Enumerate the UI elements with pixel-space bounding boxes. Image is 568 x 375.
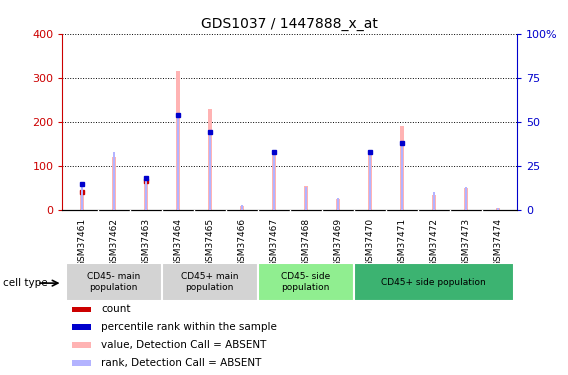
Bar	[144, 182, 148, 210]
Text: value, Detection Call = ABSENT: value, Detection Call = ABSENT	[101, 340, 266, 350]
Bar	[497, 208, 499, 210]
Bar	[208, 109, 212, 210]
Text: GSM37466: GSM37466	[237, 218, 246, 267]
Bar	[304, 187, 307, 210]
FancyBboxPatch shape	[162, 263, 258, 301]
Bar	[367, 150, 371, 210]
Bar	[273, 152, 275, 210]
Text: GSM37464: GSM37464	[173, 218, 182, 267]
Bar	[465, 187, 467, 210]
Text: cell type: cell type	[3, 278, 48, 288]
Bar	[176, 71, 179, 210]
Bar	[336, 199, 340, 210]
Text: GSM37465: GSM37465	[205, 218, 214, 267]
Bar	[208, 132, 211, 210]
Text: GSM37474: GSM37474	[493, 218, 502, 267]
Bar	[432, 195, 436, 210]
Text: GSM37473: GSM37473	[461, 218, 470, 267]
Title: GDS1037 / 1447888_x_at: GDS1037 / 1447888_x_at	[201, 17, 378, 32]
Bar	[112, 152, 115, 210]
Bar	[112, 157, 116, 210]
Text: GSM37461: GSM37461	[77, 218, 86, 267]
Bar	[72, 342, 91, 348]
Bar	[304, 186, 308, 210]
Text: CD45- side
population: CD45- side population	[281, 273, 331, 292]
Text: GSM37467: GSM37467	[269, 218, 278, 267]
Bar	[72, 324, 91, 330]
Bar	[337, 198, 339, 210]
Text: GSM37462: GSM37462	[109, 218, 118, 267]
Text: CD45+ main
population: CD45+ main population	[181, 273, 239, 292]
FancyBboxPatch shape	[354, 263, 513, 301]
Text: percentile rank within the sample: percentile rank within the sample	[101, 322, 277, 332]
Text: CD45- main
population: CD45- main population	[87, 273, 140, 292]
FancyBboxPatch shape	[258, 263, 354, 301]
Text: CD45+ side population: CD45+ side population	[381, 278, 486, 286]
Bar	[80, 190, 83, 210]
Text: GSM37470: GSM37470	[365, 218, 374, 267]
Bar	[369, 152, 371, 210]
Bar	[72, 307, 91, 312]
Bar	[72, 360, 91, 366]
Bar	[241, 205, 243, 210]
Text: count: count	[101, 304, 131, 315]
Bar	[177, 115, 179, 210]
Bar	[400, 143, 403, 210]
Bar	[145, 178, 147, 210]
Text: GSM37469: GSM37469	[333, 218, 342, 267]
Bar	[81, 184, 82, 210]
Text: rank, Detection Call = ABSENT: rank, Detection Call = ABSENT	[101, 358, 261, 368]
FancyBboxPatch shape	[66, 263, 162, 301]
Bar	[496, 208, 500, 210]
Text: GSM37472: GSM37472	[429, 218, 438, 267]
Bar	[240, 206, 244, 210]
Bar	[272, 155, 275, 210]
Bar	[463, 188, 467, 210]
Text: GSM37471: GSM37471	[397, 218, 406, 267]
Bar	[433, 192, 435, 210]
Bar	[400, 126, 404, 210]
Text: GSM37463: GSM37463	[141, 218, 150, 267]
Text: GSM37468: GSM37468	[301, 218, 310, 267]
